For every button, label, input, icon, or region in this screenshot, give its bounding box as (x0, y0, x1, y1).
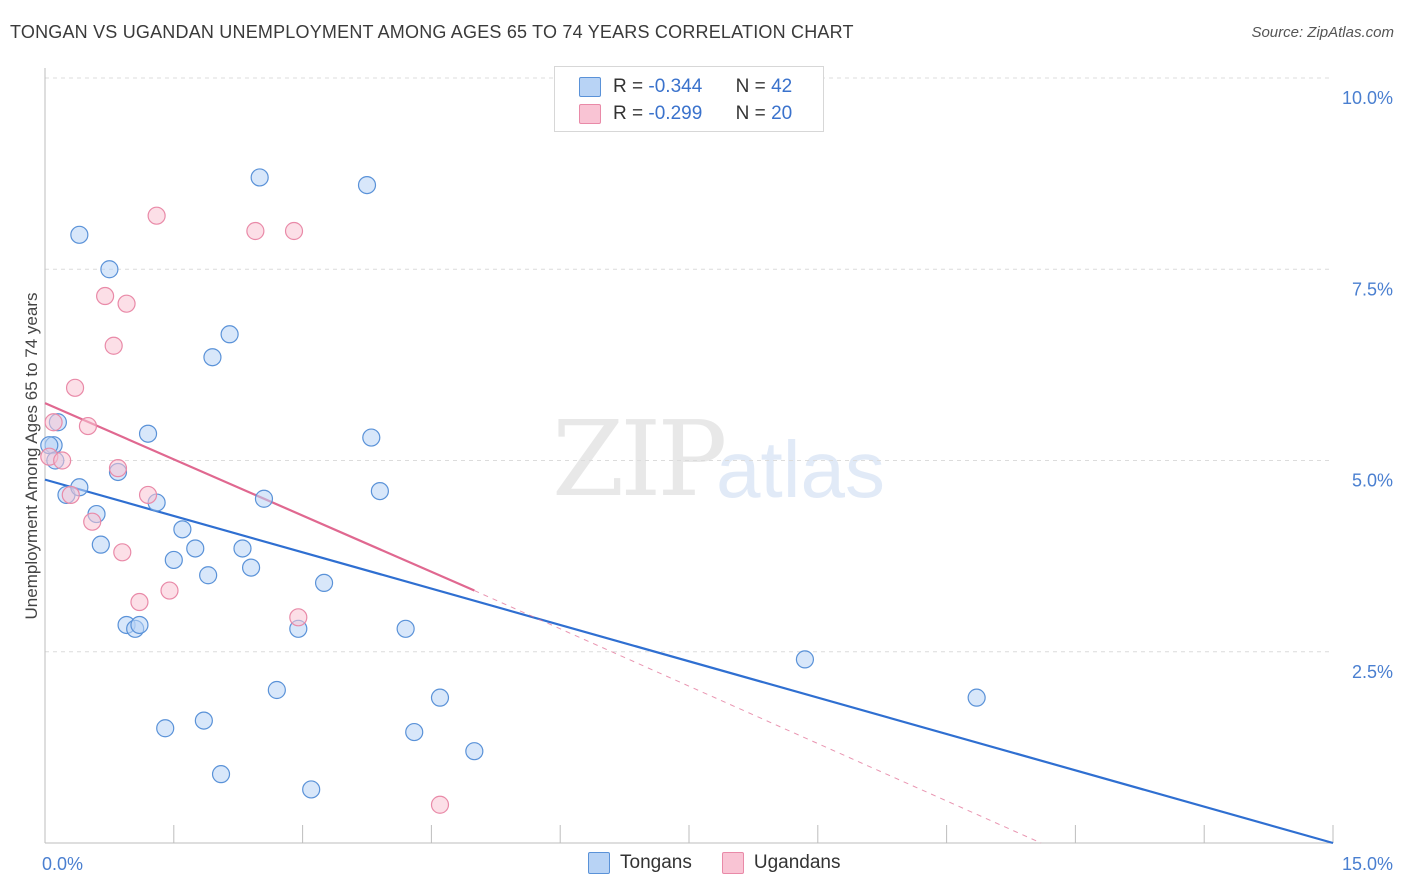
y-tick-label: 7.5% (1352, 279, 1393, 299)
y-axis-label: Unemployment Among Ages 65 to 74 years (22, 293, 41, 620)
ugandan-point (108, 459, 128, 478)
watermark-atlas: atlas (716, 425, 885, 514)
ugandan-point (160, 581, 179, 600)
tongan-point (370, 482, 389, 501)
tongan-point (156, 719, 175, 738)
tongan-point (186, 539, 205, 558)
tongan-point (211, 765, 231, 784)
tongan-point (233, 539, 252, 558)
r-value-ugandans: -0.299 (648, 103, 703, 124)
ugandans-legend-label: Ugandans (753, 852, 841, 873)
tongan-point (91, 535, 110, 554)
ugandan-point (44, 413, 63, 432)
ugandan-point (53, 451, 72, 470)
ugandan-point (61, 485, 80, 505)
tongan-point (194, 711, 213, 730)
axes (44, 68, 1334, 844)
n-label: N = (735, 103, 766, 124)
tongan-point (241, 558, 261, 577)
tongan-point (173, 520, 192, 539)
ugandan-point (65, 378, 85, 397)
n-value-ugandans: 20 (771, 103, 793, 124)
ugandan-point (113, 543, 132, 562)
watermark-zip: ZIP (552, 398, 727, 520)
ugandan-point (78, 416, 98, 436)
tongan-point (357, 176, 377, 195)
ugandan-point (83, 512, 102, 531)
r-label: R = (613, 103, 644, 124)
ugandan-point (284, 221, 304, 241)
tongan-point (405, 722, 424, 742)
r-label: R = (613, 76, 644, 97)
tongan-point (199, 566, 218, 585)
n-label: N = (735, 76, 766, 97)
data-points (40, 168, 986, 814)
ugandan-point (430, 795, 450, 814)
ugandan-trendline-extension (474, 590, 1042, 844)
y-tick-label: 5.0% (1352, 471, 1393, 491)
tongan-point (267, 680, 286, 700)
trendlines (44, 402, 1334, 845)
tongan-point (100, 260, 119, 279)
tongan-point (967, 688, 986, 707)
tongan-trendline (44, 478, 1334, 845)
n-value-tongans: 42 (771, 76, 793, 97)
tongan-point (465, 742, 484, 761)
tongan-point (220, 325, 239, 344)
tongan-point (130, 615, 149, 635)
ugandan-point (130, 592, 149, 612)
tongan-point (70, 225, 89, 244)
tongan-point (795, 650, 815, 669)
tongan-point (138, 424, 158, 443)
tongan-point (314, 573, 334, 593)
ugandan-swatch (579, 104, 601, 124)
ugandan-point (147, 206, 166, 225)
x-tick-label: 15.0% (1342, 854, 1393, 874)
tongan-point (302, 780, 321, 799)
legend-row-ugandans: R = -0.299 N = 20 (579, 101, 792, 127)
series-legend: Tongans Ugandans (588, 852, 840, 874)
ugandan-point (104, 336, 123, 355)
tongan-point (254, 489, 274, 508)
tongans-legend-swatch (588, 852, 610, 874)
ugandan-point (96, 286, 115, 306)
tongan-point (203, 348, 222, 367)
y-tick-label: 2.5% (1352, 662, 1393, 682)
r-value-tongans: -0.344 (648, 76, 703, 97)
tongans-legend-label: Tongans (620, 852, 692, 873)
source-note: Source: ZipAtlas.com (1251, 24, 1394, 41)
axis-labels: 2.5% 5.0% 7.5% 10.0% 0.0% 15.0% Unemployment A… (22, 88, 1393, 874)
ugandans-legend-swatch (721, 852, 744, 874)
tongan-point (164, 550, 183, 570)
y-tick-label: 10.0% (1342, 88, 1393, 108)
gridlines (45, 77, 1333, 653)
tongan-point (250, 168, 269, 187)
tongan-point (362, 428, 381, 447)
ugandan-point (289, 608, 308, 627)
ugandan-point (138, 485, 158, 505)
legend-row-tongans: R = -0.344 N = 42 (579, 74, 792, 100)
tongan-swatch (579, 77, 601, 97)
tongan-point (430, 688, 450, 707)
ugandan-point (117, 294, 136, 313)
tongan-point (396, 619, 415, 638)
correlation-legend: R = -0.344 N = 42 R = -0.299 N = 20 (554, 66, 824, 132)
ugandan-point (246, 221, 265, 241)
x-tick-label: 0.0% (42, 854, 83, 874)
chart-title: TONGAN VS UGANDAN UNEMPLOYMENT AMONG AGE… (10, 22, 854, 42)
